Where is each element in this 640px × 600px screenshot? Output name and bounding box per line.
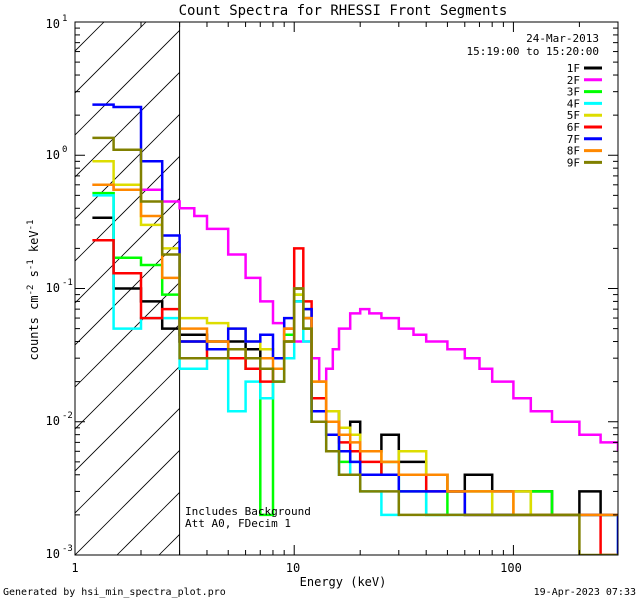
annotation-background: Includes Background [185, 505, 311, 518]
y-tick-label-1-exp: -2 [62, 411, 73, 421]
y-tick-label-2: 10 -1 [46, 278, 73, 295]
legend-label-7F: 7F [567, 133, 580, 146]
hatch-line [75, 29, 180, 136]
legend-label-5F: 5F [567, 109, 580, 122]
y-axis-label-part-3: -1 [26, 259, 36, 270]
y-tick-label-4: 10 1 [46, 14, 68, 31]
series-line-7F [92, 103, 618, 555]
y-tick-label-2-exp: -1 [62, 278, 73, 288]
series-line-6F [92, 239, 618, 555]
ticks-group [74, 22, 619, 556]
series-line-1F [92, 216, 618, 517]
hatch-line [75, 407, 180, 514]
legend-label-3F: 3F [567, 86, 580, 99]
date-text: 24-Mar-2013 [526, 32, 599, 45]
series-line-3F [92, 191, 618, 517]
hatch-line [75, 281, 180, 388]
y-axis-label-part-5: -1 [26, 220, 36, 231]
series-line-9F [92, 136, 618, 555]
chart-title: Count Spectra for RHESSI Front Segments [179, 3, 508, 19]
y-axis-label-part-1: -2 [26, 285, 36, 296]
y-tick-label-3: 10 0 [46, 145, 68, 162]
hatch-line [75, 449, 180, 555]
annotation-attenuator: Att A0, FDecim 1 [185, 517, 291, 530]
y-tick-label-1-base: 10 [46, 414, 60, 428]
legend-label-4F: 4F [567, 97, 580, 110]
y-axis-label-part-0: counts cm [27, 295, 41, 360]
legend-label-8F: 8F [567, 145, 580, 158]
y-axis-label-part-4: keV [27, 230, 41, 259]
hatched-region [75, 22, 640, 555]
hatch-line [75, 197, 180, 304]
footer-timestamp: 19-Apr-2023 07:33 [534, 587, 636, 598]
series-group [92, 103, 618, 555]
series-line-2F [92, 183, 618, 452]
legend-label-9F: 9F [567, 156, 580, 169]
y-tick-label-1: 10 -2 [46, 411, 73, 428]
y-tick-label-3-exp: 0 [62, 145, 67, 155]
y-tick-label-2-base: 10 [46, 281, 60, 295]
x-axis-label: Energy (keV) [300, 575, 387, 589]
y-axis-label: counts cm-2 s-1 keV-1 [26, 220, 41, 361]
y-tick-label-0-exp: -3 [62, 544, 73, 554]
legend-label-1F: 1F [567, 62, 580, 75]
x-tick-label-0: 1 [71, 561, 78, 575]
time-range-text: 15:19:00 to 15:20:00 [467, 45, 599, 58]
y-tick-label-4-base: 10 [46, 17, 60, 31]
hatch-line [75, 365, 180, 472]
legend-label-6F: 6F [567, 121, 580, 134]
y-tick-label-0-base: 10 [46, 547, 60, 561]
y-tick-label-0: 10 -3 [46, 544, 73, 561]
hatch-line [621, 22, 640, 555]
y-tick-label-4-exp: 1 [62, 14, 67, 24]
x-tick-label-1: 10 [286, 561, 300, 575]
y-axis-label-part-2: s [27, 270, 41, 284]
x-tick-label-2: 100 [500, 561, 522, 575]
footer-generated-by: Generated by hsi_min_spectra_plot.pro [3, 587, 226, 598]
y-tick-label-3-base: 10 [46, 148, 60, 162]
legend-label-2F: 2F [567, 74, 580, 87]
